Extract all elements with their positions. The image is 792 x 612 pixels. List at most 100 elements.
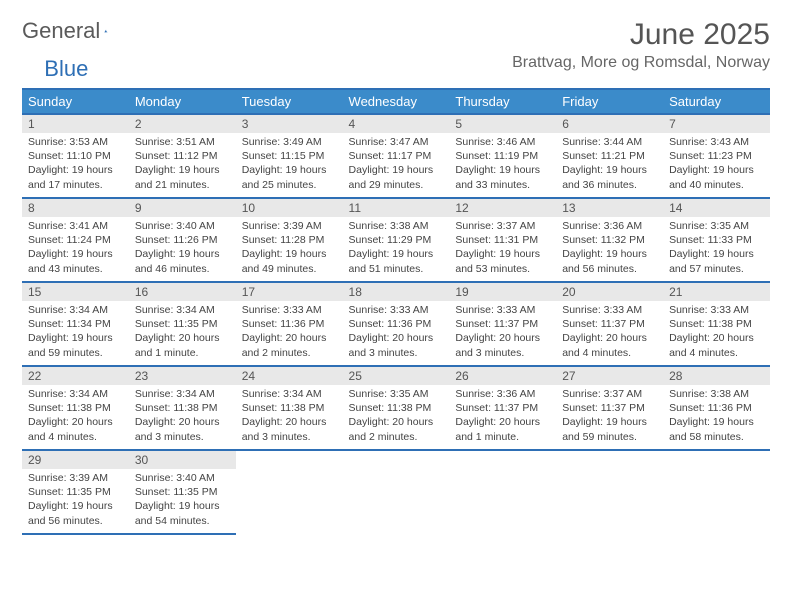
- daylight-line: Daylight: 19 hours and 56 minutes.: [562, 247, 657, 275]
- day-content: Sunrise: 3:46 AMSunset: 11:19 PMDaylight…: [449, 133, 556, 196]
- daylight-line: Daylight: 19 hours and 17 minutes.: [28, 163, 123, 191]
- sunset-line: Sunset: 11:37 PM: [455, 401, 550, 415]
- day-content: Sunrise: 3:35 AMSunset: 11:38 PMDaylight…: [343, 385, 450, 448]
- day-content: Sunrise: 3:49 AMSunset: 11:15 PMDaylight…: [236, 133, 343, 196]
- calendar-cell: 16Sunrise: 3:34 AMSunset: 11:35 PMDaylig…: [129, 282, 236, 366]
- sunrise-line: Sunrise: 3:34 AM: [242, 387, 337, 401]
- day-content: Sunrise: 3:35 AMSunset: 11:33 PMDaylight…: [663, 217, 770, 280]
- daylight-line: Daylight: 19 hours and 54 minutes.: [135, 499, 230, 527]
- daylight-line: Daylight: 20 hours and 1 minute.: [455, 415, 550, 443]
- daylight-line: Daylight: 20 hours and 4 minutes.: [562, 331, 657, 359]
- title-block: June 2025 Brattvag, More og Romsdal, Nor…: [512, 18, 770, 72]
- sunset-line: Sunset: 11:32 PM: [562, 233, 657, 247]
- day-number: 11: [343, 199, 450, 217]
- daylight-line: Daylight: 20 hours and 3 minutes.: [135, 415, 230, 443]
- sunrise-line: Sunrise: 3:33 AM: [349, 303, 444, 317]
- day-number: 7: [663, 115, 770, 133]
- daylight-line: Daylight: 19 hours and 59 minutes.: [562, 415, 657, 443]
- day-content: Sunrise: 3:47 AMSunset: 11:17 PMDaylight…: [343, 133, 450, 196]
- sunset-line: Sunset: 11:35 PM: [135, 317, 230, 331]
- day-number: 18: [343, 283, 450, 301]
- day-content: Sunrise: 3:34 AMSunset: 11:38 PMDaylight…: [22, 385, 129, 448]
- daylight-line: Daylight: 19 hours and 46 minutes.: [135, 247, 230, 275]
- day-content: Sunrise: 3:38 AMSunset: 11:36 PMDaylight…: [663, 385, 770, 448]
- day-number: 24: [236, 367, 343, 385]
- calendar-row: 15Sunrise: 3:34 AMSunset: 11:34 PMDaylig…: [22, 282, 770, 366]
- day-number: 1: [22, 115, 129, 133]
- day-number: 26: [449, 367, 556, 385]
- daylight-line: Daylight: 19 hours and 36 minutes.: [562, 163, 657, 191]
- calendar-cell: 13Sunrise: 3:36 AMSunset: 11:32 PMDaylig…: [556, 198, 663, 282]
- day-number: 16: [129, 283, 236, 301]
- day-number: 2: [129, 115, 236, 133]
- daylight-line: Daylight: 19 hours and 43 minutes.: [28, 247, 123, 275]
- daylight-line: Daylight: 19 hours and 49 minutes.: [242, 247, 337, 275]
- calendar-row: 29Sunrise: 3:39 AMSunset: 11:35 PMDaylig…: [22, 450, 770, 534]
- day-content: Sunrise: 3:33 AMSunset: 11:36 PMDaylight…: [343, 301, 450, 364]
- weekday-header-row: Sunday Monday Tuesday Wednesday Thursday…: [22, 89, 770, 114]
- day-content: Sunrise: 3:41 AMSunset: 11:24 PMDaylight…: [22, 217, 129, 280]
- day-content: Sunrise: 3:40 AMSunset: 11:26 PMDaylight…: [129, 217, 236, 280]
- sunset-line: Sunset: 11:17 PM: [349, 149, 444, 163]
- sunset-line: Sunset: 11:28 PM: [242, 233, 337, 247]
- calendar-cell: 5Sunrise: 3:46 AMSunset: 11:19 PMDayligh…: [449, 114, 556, 198]
- daylight-line: Daylight: 20 hours and 2 minutes.: [349, 415, 444, 443]
- calendar-cell: [449, 450, 556, 534]
- sunrise-line: Sunrise: 3:34 AM: [135, 303, 230, 317]
- daylight-line: Daylight: 20 hours and 3 minutes.: [455, 331, 550, 359]
- sunset-line: Sunset: 11:34 PM: [28, 317, 123, 331]
- daylight-line: Daylight: 19 hours and 57 minutes.: [669, 247, 764, 275]
- sunrise-line: Sunrise: 3:38 AM: [349, 219, 444, 233]
- sunrise-line: Sunrise: 3:53 AM: [28, 135, 123, 149]
- sunset-line: Sunset: 11:38 PM: [242, 401, 337, 415]
- day-number: 14: [663, 199, 770, 217]
- daylight-line: Daylight: 19 hours and 21 minutes.: [135, 163, 230, 191]
- day-content: Sunrise: 3:36 AMSunset: 11:37 PMDaylight…: [449, 385, 556, 448]
- day-content: Sunrise: 3:33 AMSunset: 11:38 PMDaylight…: [663, 301, 770, 364]
- sunset-line: Sunset: 11:31 PM: [455, 233, 550, 247]
- calendar-cell: 20Sunrise: 3:33 AMSunset: 11:37 PMDaylig…: [556, 282, 663, 366]
- sunrise-line: Sunrise: 3:44 AM: [562, 135, 657, 149]
- sunrise-line: Sunrise: 3:34 AM: [135, 387, 230, 401]
- sunrise-line: Sunrise: 3:39 AM: [28, 471, 123, 485]
- day-content: Sunrise: 3:33 AMSunset: 11:37 PMDaylight…: [556, 301, 663, 364]
- logo-text-1: General: [22, 18, 100, 44]
- day-content: Sunrise: 3:40 AMSunset: 11:35 PMDaylight…: [129, 469, 236, 532]
- day-content: Sunrise: 3:34 AMSunset: 11:38 PMDaylight…: [129, 385, 236, 448]
- day-number: 13: [556, 199, 663, 217]
- sunrise-line: Sunrise: 3:35 AM: [349, 387, 444, 401]
- calendar-cell: 30Sunrise: 3:40 AMSunset: 11:35 PMDaylig…: [129, 450, 236, 534]
- day-content: Sunrise: 3:44 AMSunset: 11:21 PMDaylight…: [556, 133, 663, 196]
- location: Brattvag, More og Romsdal, Norway: [512, 54, 770, 72]
- calendar-cell: 1Sunrise: 3:53 AMSunset: 11:10 PMDayligh…: [22, 114, 129, 198]
- calendar-body: 1Sunrise: 3:53 AMSunset: 11:10 PMDayligh…: [22, 114, 770, 534]
- sunrise-line: Sunrise: 3:47 AM: [349, 135, 444, 149]
- daylight-line: Daylight: 19 hours and 33 minutes.: [455, 163, 550, 191]
- day-number: 29: [22, 451, 129, 469]
- calendar-row: 8Sunrise: 3:41 AMSunset: 11:24 PMDayligh…: [22, 198, 770, 282]
- sunset-line: Sunset: 11:37 PM: [455, 317, 550, 331]
- sunrise-line: Sunrise: 3:33 AM: [562, 303, 657, 317]
- calendar-cell: 7Sunrise: 3:43 AMSunset: 11:23 PMDayligh…: [663, 114, 770, 198]
- day-content: Sunrise: 3:36 AMSunset: 11:32 PMDaylight…: [556, 217, 663, 280]
- calendar-cell: 23Sunrise: 3:34 AMSunset: 11:38 PMDaylig…: [129, 366, 236, 450]
- day-content: Sunrise: 3:37 AMSunset: 11:31 PMDaylight…: [449, 217, 556, 280]
- day-number: 6: [556, 115, 663, 133]
- logo-text-2: Blue: [44, 56, 88, 82]
- sunset-line: Sunset: 11:29 PM: [349, 233, 444, 247]
- sunrise-line: Sunrise: 3:33 AM: [455, 303, 550, 317]
- calendar-cell: 24Sunrise: 3:34 AMSunset: 11:38 PMDaylig…: [236, 366, 343, 450]
- daylight-line: Daylight: 19 hours and 51 minutes.: [349, 247, 444, 275]
- sunset-line: Sunset: 11:12 PM: [135, 149, 230, 163]
- calendar-cell: 15Sunrise: 3:34 AMSunset: 11:34 PMDaylig…: [22, 282, 129, 366]
- sunrise-line: Sunrise: 3:51 AM: [135, 135, 230, 149]
- calendar-cell: 18Sunrise: 3:33 AMSunset: 11:36 PMDaylig…: [343, 282, 450, 366]
- weekday-header: Monday: [129, 89, 236, 114]
- weekday-header: Friday: [556, 89, 663, 114]
- logo-sail-icon: [104, 21, 108, 41]
- weekday-header: Sunday: [22, 89, 129, 114]
- calendar-cell: 19Sunrise: 3:33 AMSunset: 11:37 PMDaylig…: [449, 282, 556, 366]
- calendar-cell: [236, 450, 343, 534]
- sunrise-line: Sunrise: 3:36 AM: [455, 387, 550, 401]
- sunrise-line: Sunrise: 3:37 AM: [455, 219, 550, 233]
